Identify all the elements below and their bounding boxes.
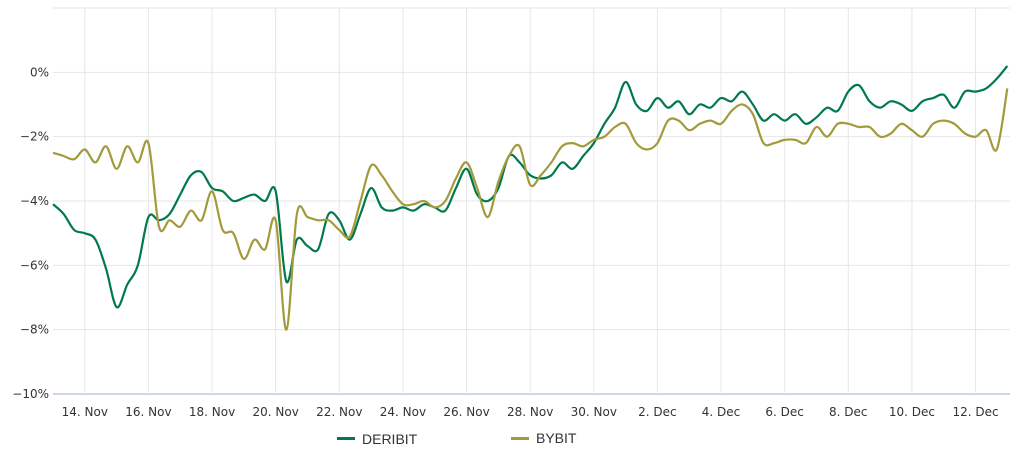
x-tick-label: 16. Nov (125, 405, 171, 419)
x-tick-label: 2. Dec (638, 405, 676, 419)
series-line-deribit (52, 65, 1009, 309)
legend-item-deribit[interactable]: DERIBIT (337, 431, 418, 447)
x-tick-label: 18. Nov (189, 405, 235, 419)
grid (53, 7, 1010, 395)
y-tick-label: −4% (20, 194, 49, 208)
x-tick-label: 30. Nov (571, 405, 617, 419)
legend-marker-bybit (511, 437, 529, 440)
x-tick-label: 28. Nov (507, 405, 553, 419)
series-line-bybit (52, 88, 1009, 331)
y-axis: −10% −8% −6% −4% −2% 0% (12, 65, 49, 401)
legend: DERIBIT BYBIT (337, 430, 577, 447)
x-tick-label: 14. Nov (62, 405, 108, 419)
legend-label-bybit: BYBIT (536, 430, 577, 446)
legend-marker-deribit (337, 437, 355, 440)
x-tick-label: 4. Dec (702, 405, 740, 419)
x-axis: 14. Nov 16. Nov 18. Nov 20. Nov 22. Nov 24. N… (62, 405, 999, 419)
x-tick-label: 8. Dec (829, 405, 867, 419)
x-tick-label: 20. Nov (253, 405, 299, 419)
y-tick-label: −2% (20, 130, 49, 144)
y-tick-label: −10% (12, 387, 49, 401)
y-tick-label: 0% (30, 65, 49, 79)
x-tick-label: 22. Nov (316, 405, 362, 419)
x-tick-label: 10. Dec (889, 405, 935, 419)
x-tick-label: 24. Nov (380, 405, 426, 419)
x-tick-label: 26. Nov (443, 405, 489, 419)
y-tick-label: −6% (20, 258, 49, 272)
series-lines (52, 65, 1009, 331)
y-tick-label: −8% (20, 323, 49, 337)
x-tick-label: 6. Dec (765, 405, 803, 419)
legend-item-bybit[interactable]: BYBIT (511, 430, 577, 446)
legend-label-deribit: DERIBIT (362, 431, 418, 447)
x-tick-label: 12. Dec (952, 405, 998, 419)
